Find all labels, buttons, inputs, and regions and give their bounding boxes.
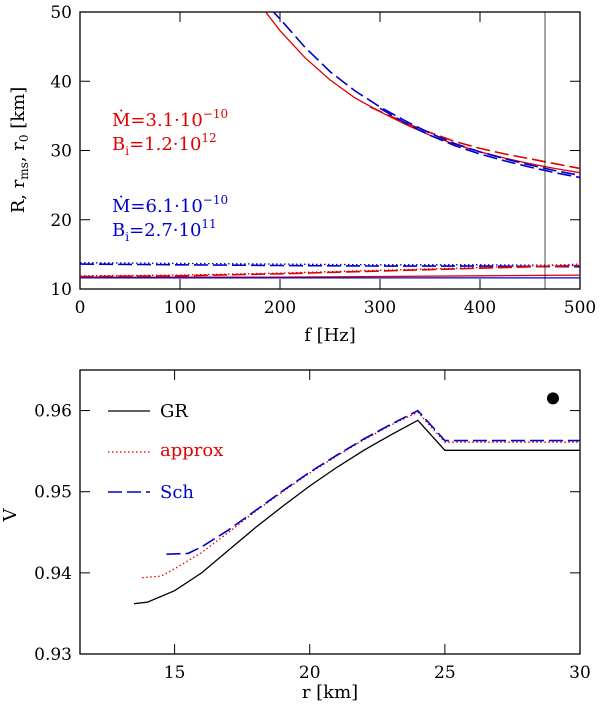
top-y-tick-label: 40 [50,72,72,92]
top-series-blue-dotted-R [80,262,580,267]
top-x-tick-label: 300 [364,298,396,318]
bottom-x-tick-label: 15 [164,663,186,683]
bottom-series-GR [134,419,580,605]
top-series-red-solid-rms [80,274,580,278]
bottom-x-tick-label: 30 [569,663,591,683]
bottom-y-tick-label: 0.93 [34,645,72,665]
top-series-red-solid-r0 [264,12,580,174]
top-series [80,12,580,279]
top-y-axis-label: R, rms, r0 [km] [8,87,31,214]
bottom-series [134,409,580,605]
bottom-x-tick-label: 25 [434,663,456,683]
blue-annotation: Ṁ=6.1·10−10 Bi=2.7·1011 [112,193,228,244]
top-ticks: 0 100 200 300 400 500 10 20 30 40 50 [50,3,596,318]
bottom-series-Sch [166,409,580,555]
top-y-tick-label: 20 [50,211,72,231]
bottom-plot-frame [79,369,581,655]
top-series-red-dotted-R [80,263,580,277]
bottom-y-tick-label: 0.94 [34,564,72,584]
legend-sch-label: Sch [160,482,194,503]
top-series-red-dashed-R [80,264,580,278]
legend-approx-label: approx [160,440,223,461]
top-x-tick-label: 100 [164,298,196,318]
bottom-x-tick-label: 20 [299,663,321,683]
bottom-x-axis-label: r [km] [302,682,358,703]
top-panel: 0 100 200 300 400 500 10 20 30 40 50 f [Hz] R, rms… [8,3,596,346]
end-point-marker [546,392,559,405]
top-x-tick-label: 200 [264,298,296,318]
annotation-blue-b: Bi=2.7·1011 [112,217,217,244]
top-x-tick-label: 500 [564,298,596,318]
top-x-tick-label: 400 [464,298,496,318]
top-y-tick-label: 50 [50,3,72,23]
bottom-y-tick-label: 0.96 [34,402,72,422]
top-x-axis-label: f [Hz] [304,325,356,346]
top-x-tick-label: 0 [75,298,86,318]
annotation-red-mdot: Ṁ=3.1·10−10 [112,107,228,131]
bottom-series-approx [142,411,580,579]
legend: GR approx Sch [108,401,223,503]
top-y-tick-label: 10 [50,280,72,300]
bottom-y-tick-label: 0.95 [34,483,72,503]
annotation-red-b: Bi=1.2·1012 [112,131,217,158]
legend-gr-label: GR [160,401,188,422]
annotation-blue-mdot: Ṁ=6.1·10−10 [112,193,228,217]
bottom-panel: 15 20 25 30 0.93 0.94 0.95 0.96 r [km] V GR app… [0,369,591,703]
top-series-blue-dashed-rms [80,263,580,268]
top-y-tick-label: 30 [50,142,72,162]
top-series-blue-dashed-r0-b [379,107,580,179]
top-series-blue-dashed-r0-a [272,12,580,177]
bottom-ticks: 15 20 25 30 0.93 0.94 0.95 0.96 [34,370,591,683]
red-annotation: Ṁ=3.1·10−10 Bi=1.2·1012 [112,107,228,158]
bottom-y-axis-label: V [0,508,21,523]
top-series-red-dashed-r0 [369,106,580,170]
